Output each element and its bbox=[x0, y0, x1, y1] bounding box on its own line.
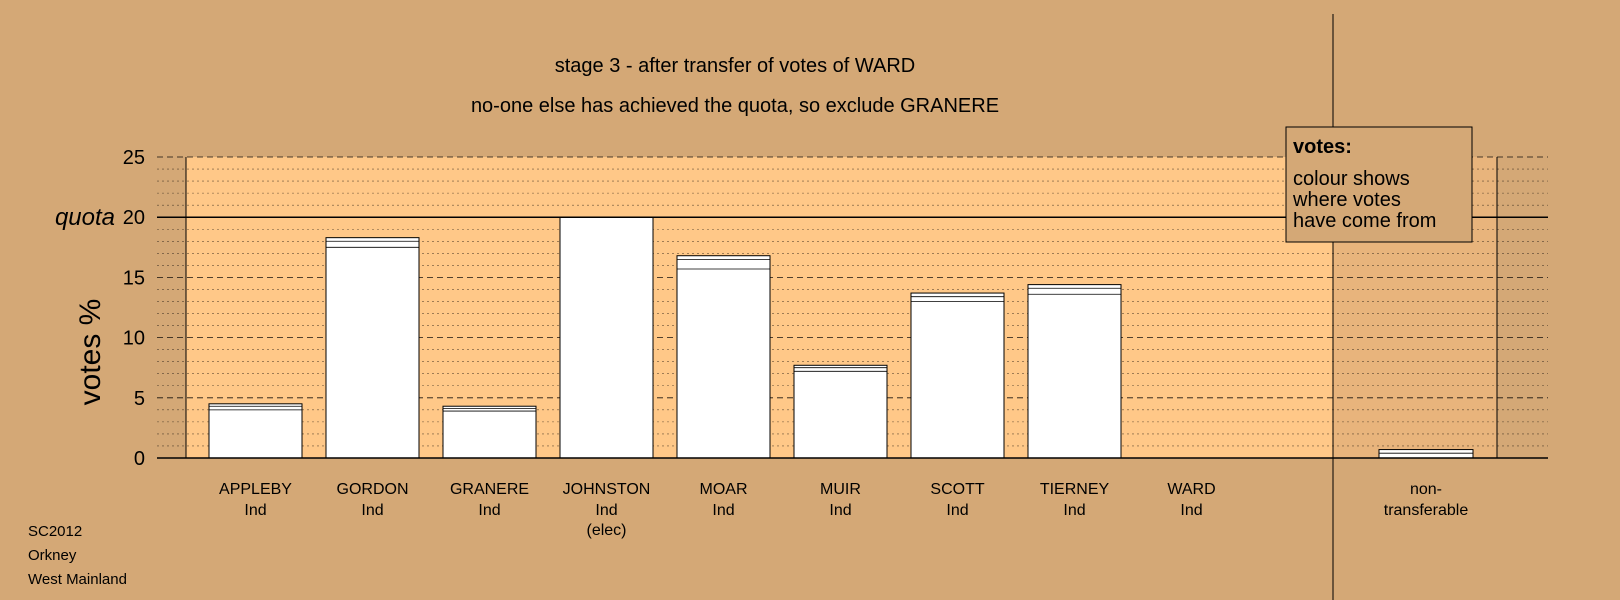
y-tick-label: 10 bbox=[123, 328, 145, 350]
quota-label: quota bbox=[55, 204, 115, 231]
candidate-name: SCOTT bbox=[930, 481, 984, 498]
legend: votes: colour shows where votes have com… bbox=[1285, 126, 1473, 243]
candidate-note: (elec) bbox=[586, 522, 626, 539]
candidate-name: GRANERE bbox=[450, 481, 529, 498]
candidate-party: Ind bbox=[1180, 502, 1202, 519]
bar-muir bbox=[793, 364, 888, 459]
bar-johnston bbox=[559, 216, 654, 459]
candidate-party: Ind bbox=[478, 502, 500, 519]
footer-line: Orkney bbox=[28, 547, 77, 564]
candidate-name: TIERNEY bbox=[1040, 481, 1110, 498]
y-tick-label: 15 bbox=[123, 267, 145, 289]
legend-line: have come from bbox=[1293, 210, 1436, 232]
candidate-name: APPLEBY bbox=[219, 481, 292, 498]
candidate-name: GORDON bbox=[337, 481, 409, 498]
y-axis-label: votes % bbox=[74, 299, 107, 406]
bar-moar bbox=[676, 255, 771, 459]
nontransferable-label: non- bbox=[1410, 481, 1442, 498]
legend-line: where votes bbox=[1292, 189, 1401, 211]
legend-box bbox=[1285, 126, 1473, 243]
bar-nontransferable bbox=[1378, 449, 1474, 459]
legend-line: colour shows bbox=[1293, 168, 1410, 190]
bar-tierney bbox=[1027, 284, 1122, 459]
bar-scott bbox=[910, 292, 1005, 459]
y-tick-label: 25 bbox=[123, 147, 145, 169]
candidate-name: MUIR bbox=[820, 481, 861, 498]
bars bbox=[208, 216, 1474, 459]
y-tick-label: 5 bbox=[134, 388, 145, 410]
candidate-party: Ind bbox=[1063, 502, 1085, 519]
candidate-party: Ind bbox=[361, 502, 383, 519]
candidate-party: Ind bbox=[946, 502, 968, 519]
footer-line: West Mainland bbox=[28, 571, 127, 588]
y-tick-label: 0 bbox=[134, 448, 145, 470]
chart-title: stage 3 - after transfer of votes of WAR… bbox=[555, 55, 916, 77]
nontransferable-label: transferable bbox=[1384, 502, 1469, 519]
plot-area-right-margin bbox=[1497, 157, 1548, 458]
candidate-party: Ind bbox=[712, 502, 734, 519]
candidate-name: WARD bbox=[1167, 481, 1215, 498]
bar-appleby bbox=[208, 403, 303, 459]
legend-title: votes: bbox=[1293, 136, 1352, 158]
candidate-name: MOAR bbox=[700, 481, 748, 498]
chart-subtitle: no-one else has achieved the quota, so e… bbox=[471, 95, 999, 117]
y-tick-label: 20 bbox=[123, 207, 145, 229]
candidate-party: Ind bbox=[595, 502, 617, 519]
bar-gordon bbox=[325, 237, 420, 459]
candidate-party: Ind bbox=[244, 502, 266, 519]
y-axis-ticks: 0 5 10 15 20 25 bbox=[123, 147, 145, 470]
footer-line: SC2012 bbox=[28, 523, 82, 540]
candidate-name: JOHNSTON bbox=[563, 481, 651, 498]
candidate-party: Ind bbox=[829, 502, 851, 519]
bar-granere bbox=[442, 405, 537, 459]
x-axis-labels: APPLEBY Ind GORDON Ind GRANERE Ind JOHNSTON Ind… bbox=[219, 481, 1468, 539]
